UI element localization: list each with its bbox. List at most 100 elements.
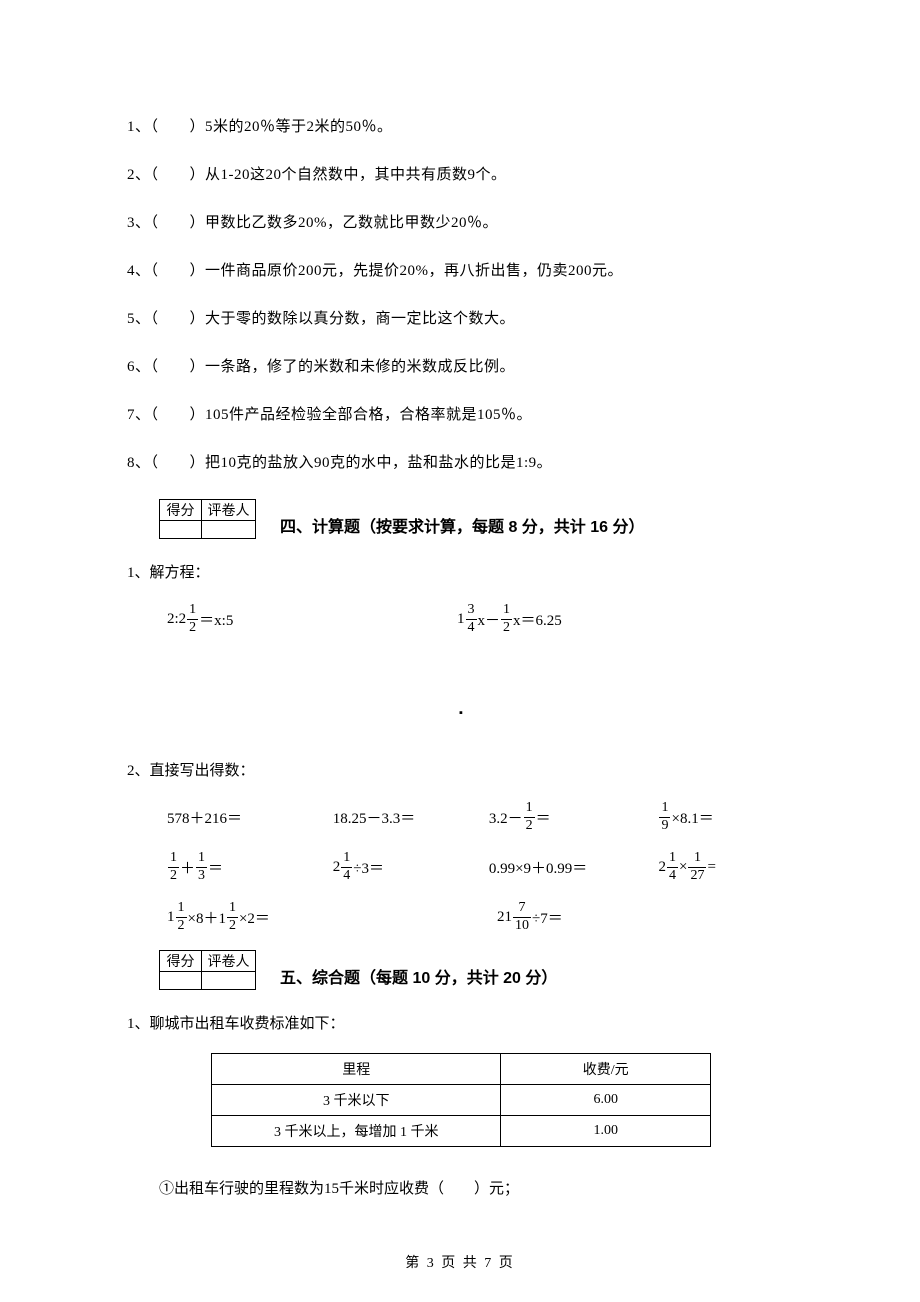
- score-label-5: 得分: [160, 950, 202, 971]
- r3c3-frac: 7 10: [513, 900, 531, 935]
- table-row: 3 千米以下 6.00: [212, 1084, 711, 1115]
- r2c4-f2d: 27: [688, 868, 706, 885]
- page-marker-dot: ▪: [127, 707, 795, 719]
- calc-row-3: 1 1 2 ×8＋1 1 2 ×2＝ 21 7 10 ÷7＝: [167, 900, 795, 936]
- eq2-f2-den: 2: [501, 620, 512, 637]
- eq1-suffix: ＝x:5: [199, 609, 233, 630]
- section-5-title: 五、综合题（每题 10 分，共计 20 分）: [280, 964, 557, 990]
- r3c1-mid1: ×8＋1: [188, 907, 226, 928]
- eq2-suffix: x＝6.25: [513, 609, 562, 630]
- calc-r1c2: 18.25－3.3＝: [333, 807, 489, 828]
- eq1-fraction: 1 2: [187, 602, 198, 637]
- r3c1-f2: 1 2: [227, 900, 238, 935]
- grader-cell: [202, 521, 256, 539]
- section-4-title: 四、计算题（按要求计算，每题 8 分，共计 16 分）: [280, 513, 644, 539]
- r1c4-den: 9: [659, 818, 670, 835]
- equation-row-1: 2:2 1 2 ＝x:5 1 3 4 x－ 1 2 x＝6.25: [167, 602, 795, 637]
- r2c1-post: ＝: [208, 857, 223, 878]
- r3c1-f1: 1 2: [176, 900, 187, 935]
- question-4: 4、（ ）一件商品原价200元，先提价20%，再八折出售，仍卖200元。: [127, 259, 795, 283]
- calc-r2c2: 2 1 4 ÷3＝: [333, 850, 489, 885]
- r3c1-f1n: 1: [176, 900, 187, 918]
- sub-question-5-1: 1、聊城市出租车收费标准如下：: [127, 1012, 795, 1033]
- sub-question-4-1: 1、解方程：: [127, 561, 795, 582]
- r2c4-f2n: 1: [688, 850, 706, 868]
- table-r1c2: 6.00: [501, 1084, 711, 1115]
- r2c2-frac: 1 4: [341, 850, 352, 885]
- r3c3-den: 10: [513, 918, 531, 935]
- r3c1-f2d: 2: [227, 918, 238, 935]
- grader-cell-5: [202, 971, 256, 989]
- eq2-f2-num: 1: [501, 602, 512, 620]
- calc-r2c1: 1 2 ＋ 1 3 ＝: [167, 850, 333, 885]
- calculation-grid: 578＋216＝ 18.25－3.3＝ 3.2－ 1 2 ＝ 1 9 ×8.1＝…: [167, 800, 795, 936]
- question-7: 7、（ ）105件产品经检验全部合格，合格率就是105％。: [127, 403, 795, 427]
- table-r1c1: 3 千米以下: [212, 1084, 501, 1115]
- calc-row-1: 578＋216＝ 18.25－3.3＝ 3.2－ 1 2 ＝ 1 9 ×8.1＝: [167, 800, 795, 836]
- table-header-fee: 收费/元: [501, 1053, 711, 1084]
- question-5: 5、（ ）大于零的数除以真分数，商一定比这个数大。: [127, 307, 795, 331]
- sub-question-4-2: 2、直接写出得数：: [127, 759, 795, 780]
- eq1-prefix: 2:2: [167, 611, 186, 628]
- eq2-mid1: x－: [478, 609, 501, 630]
- r2c2-pre: 2: [333, 859, 341, 876]
- equation-2: 1 3 4 x－ 1 2 x＝6.25: [457, 602, 707, 637]
- eq2-f1-den: 4: [466, 620, 477, 637]
- section-4-header: 得分 评卷人 四、计算题（按要求计算，每题 8 分，共计 16 分）: [127, 499, 795, 539]
- question-8: 8、（ ）把10克的盐放入90克的水中，盐和盐水的比是1:9。: [127, 451, 795, 475]
- r3c1-f2n: 1: [227, 900, 238, 918]
- calc-row-2: 1 2 ＋ 1 3 ＝ 2 1 4 ÷3＝ 0.99×9＋0.99＝ 2 1 4: [167, 850, 795, 886]
- table-r2c2: 1.00: [501, 1115, 711, 1146]
- calc-r1c3: 3.2－ 1 2 ＝: [489, 800, 659, 835]
- r2c1-f1: 1 2: [168, 850, 179, 885]
- r2c4-post: =: [707, 859, 715, 876]
- r2c4-f1d: 4: [667, 868, 678, 885]
- calc-r2c4: 2 1 4 × 1 27 =: [658, 850, 795, 885]
- r1c4-frac: 1 9: [659, 800, 670, 835]
- eq2-prefix: 1: [457, 611, 465, 628]
- score-cell: [160, 521, 202, 539]
- r1c3-num: 1: [524, 800, 535, 818]
- r2c1-mid: ＋: [180, 857, 195, 878]
- r2c4-f1: 1 4: [667, 850, 678, 885]
- r2c2-num: 1: [341, 850, 352, 868]
- score-box-5: 得分 评卷人: [159, 950, 256, 990]
- calc-r1c4: 1 9 ×8.1＝: [658, 800, 795, 835]
- r2c1-f1n: 1: [168, 850, 179, 868]
- calc-r2c3: 0.99×9＋0.99＝: [489, 857, 659, 878]
- grader-label: 评卷人: [202, 500, 256, 521]
- page-footer: 第 3 页 共 7 页: [0, 1252, 920, 1272]
- question-3: 3、（ ）甲数比乙数多20%，乙数就比甲数少20％。: [127, 211, 795, 235]
- eq2-f1-num: 3: [466, 602, 477, 620]
- r1c3-post: ＝: [536, 807, 551, 828]
- r2c4-f1n: 1: [667, 850, 678, 868]
- equation-1: 2:2 1 2 ＝x:5: [167, 602, 457, 637]
- r3c1-f1d: 2: [176, 918, 187, 935]
- eq1-den: 2: [187, 620, 198, 637]
- r2c4-pre: 2: [658, 859, 666, 876]
- table-row: 3 千米以上，每增加 1 千米 1.00: [212, 1115, 711, 1146]
- r2c1-f2d: 3: [196, 868, 207, 885]
- r2c2-den: 4: [341, 868, 352, 885]
- question-2: 2、（ ）从1-20这20个自然数中，其中共有质数9个。: [127, 163, 795, 187]
- question-6: 6、（ ）一条路，修了的米数和未修的米数成反比例。: [127, 355, 795, 379]
- question-5-1-sub1: ①出租车行驶的里程数为15千米时应收费（ ）元；: [159, 1177, 795, 1198]
- calc-r3c3: 21 7 10 ÷7＝: [497, 900, 563, 935]
- calc-r1c1: 578＋216＝: [167, 807, 333, 828]
- r2c4-mid: ×: [679, 859, 687, 876]
- calc-r3c1: 1 1 2 ×8＋1 1 2 ×2＝: [167, 900, 497, 935]
- eq1-num: 1: [187, 602, 198, 620]
- r2c4-f2: 1 27: [688, 850, 706, 885]
- r1c3-frac: 1 2: [524, 800, 535, 835]
- table-header-mileage: 里程: [212, 1053, 501, 1084]
- eq2-f1: 3 4: [466, 602, 477, 637]
- r2c1-f1d: 2: [168, 868, 179, 885]
- eq2-f2: 1 2: [501, 602, 512, 637]
- r1c3-pre: 3.2－: [489, 807, 523, 828]
- r3c3-pre: 21: [497, 909, 512, 926]
- score-box-4: 得分 评卷人: [159, 499, 256, 539]
- grader-label-5: 评卷人: [202, 950, 256, 971]
- r2c2-post: ÷3＝: [353, 857, 384, 878]
- taxi-fare-table: 里程 收费/元 3 千米以下 6.00 3 千米以上，每增加 1 千米 1.00: [211, 1053, 711, 1147]
- question-1: 1、（ ）5米的20％等于2米的50％。: [127, 115, 795, 139]
